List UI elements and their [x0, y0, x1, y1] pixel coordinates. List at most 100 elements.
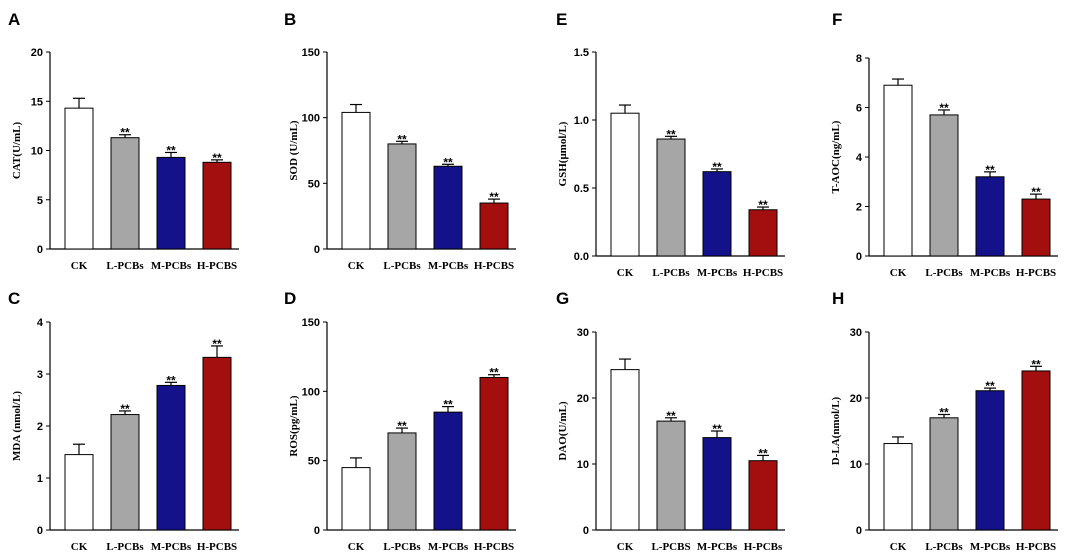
x-tick-label: L-PCBs — [106, 260, 144, 272]
x-tick-label: M-PCBs — [970, 541, 1011, 553]
significance-marker: ** — [758, 198, 768, 212]
panel-H: H 0 10 20 30 D-LA(nmol/L) CK ** L-PCBs ** M-PCBs **… — [830, 289, 1058, 553]
significance-marker: ** — [712, 422, 722, 436]
x-tick-label: L-PCBs — [106, 541, 144, 553]
y-tick-label: 50 — [308, 456, 320, 468]
y-axis-label: ROS(pg/mL) — [288, 395, 300, 456]
bar-L-PCBS — [656, 420, 686, 531]
x-tick-label: H-PCBS — [474, 541, 514, 553]
significance-marker: ** — [166, 143, 176, 157]
significance-marker: ** — [120, 402, 130, 416]
x-tick-label: H-PCBS — [197, 260, 237, 272]
x-tick-label: L-PCBs — [652, 267, 690, 279]
significance-marker: ** — [1031, 185, 1041, 199]
x-tick-label: H-PCBS — [1016, 267, 1056, 279]
significance-marker: ** — [939, 406, 949, 420]
panel-letter: H — [832, 289, 844, 308]
significance-marker: ** — [489, 190, 499, 204]
bar-M-PCBs — [433, 165, 463, 250]
y-tick-label: 30 — [850, 327, 862, 339]
y-axis-label: DAO(U/mL) — [557, 401, 569, 461]
y-tick-label: 4 — [37, 317, 44, 329]
y-axis-label: D-LA(nmol/L) — [830, 396, 842, 465]
significance-marker: ** — [1031, 357, 1041, 371]
y-tick-label: 2 — [856, 202, 862, 214]
significance-marker: ** — [443, 155, 453, 169]
x-tick-label: CK — [890, 267, 907, 279]
x-tick-label: CK — [617, 267, 634, 279]
x-tick-label: H-PCBS — [743, 267, 783, 279]
panel-letter: C — [8, 289, 20, 308]
x-tick-label: CK — [890, 541, 907, 553]
y-tick-label: 8 — [856, 53, 862, 65]
panel-G: G 0 10 20 30 DAO(U/mL) CK ** L-PCBS ** M-PCBs ** H-P… — [556, 289, 785, 553]
significance-marker: ** — [712, 160, 722, 174]
x-tick-label: CK — [348, 260, 365, 272]
y-tick-label: 6 — [856, 103, 862, 115]
x-tick-label: H-PCBS — [197, 541, 237, 553]
bar-H-PCBS — [748, 209, 778, 257]
significance-marker: ** — [120, 126, 130, 140]
y-tick-label: 5 — [37, 195, 43, 207]
x-tick-label: H-PCBs — [744, 541, 783, 553]
x-tick-label: M-PCBs — [697, 267, 738, 279]
y-tick-label: 30 — [577, 327, 589, 339]
bar-H-PCBS — [202, 356, 232, 531]
y-tick-label: 1 — [37, 473, 43, 485]
y-tick-label: 100 — [302, 113, 320, 125]
bar-L-PCBs — [929, 114, 959, 257]
panel-A: A 0 5 10 15 20 CAT(U/mL) CK ** L-PCBs ** M-PCBs ** H-… — [8, 10, 239, 272]
y-tick-label: 150 — [302, 47, 320, 59]
significance-marker: ** — [985, 379, 995, 393]
significance-marker: ** — [489, 366, 499, 380]
panel-C: C 0 1 2 3 4 MDA (nmol/L) CK ** L-PCBs ** M-PCBs ** H-… — [8, 289, 239, 553]
y-tick-label: 2 — [37, 421, 43, 433]
y-tick-label: 4 — [856, 152, 863, 164]
y-tick-label: 20 — [577, 393, 589, 405]
bar-H-PCBS — [1021, 370, 1051, 531]
y-tick-label: 0.0 — [574, 251, 589, 263]
panel-E: E 0.0 0.5 1.0 1.5 GSH(μmol/L) CK ** L-PCBs ** M-PC… — [556, 10, 785, 279]
x-tick-label: M-PCBs — [428, 541, 469, 553]
x-tick-label: H-PCBS — [474, 260, 514, 272]
bar-CK — [610, 112, 640, 257]
y-tick-label: 100 — [302, 386, 320, 398]
bar-CK — [341, 467, 371, 531]
significance-marker: ** — [985, 163, 995, 177]
x-tick-label: CK — [348, 541, 365, 553]
y-tick-label: 50 — [308, 178, 320, 190]
y-axis-label: T-AOC(ng/mL) — [830, 120, 842, 193]
bar-CK — [883, 84, 913, 257]
bar-L-PCBs — [387, 143, 417, 250]
y-tick-label: 15 — [31, 96, 43, 108]
panel-letter: G — [556, 289, 569, 308]
y-tick-label: 20 — [850, 393, 862, 405]
significance-marker: ** — [397, 132, 407, 146]
x-tick-label: L-PCBs — [383, 541, 421, 553]
bar-M-PCBs — [702, 171, 732, 257]
y-axis-label: CAT(U/mL) — [11, 122, 23, 180]
y-axis-label: MDA (nmol/L) — [11, 391, 23, 461]
bar-L-PCBs — [656, 138, 686, 257]
y-tick-label: 0 — [314, 244, 320, 256]
y-tick-label: 10 — [850, 459, 862, 471]
y-tick-label: 1.5 — [574, 47, 589, 59]
panel-letter: B — [284, 10, 296, 29]
significance-marker: ** — [758, 446, 768, 460]
y-tick-label: 10 — [577, 459, 589, 471]
y-tick-label: 0 — [856, 525, 862, 537]
y-axis-label: SOD (U/mL) — [288, 120, 300, 181]
y-tick-label: 0 — [314, 525, 320, 537]
y-tick-label: 10 — [31, 146, 43, 158]
panel-letter: D — [284, 289, 296, 308]
bar-CK — [341, 111, 371, 250]
y-tick-label: 0 — [37, 244, 43, 256]
bar-M-PCBs — [975, 390, 1005, 531]
panel-letter: E — [556, 10, 567, 29]
significance-marker: ** — [166, 373, 176, 387]
significance-marker: ** — [397, 419, 407, 433]
significance-marker: ** — [939, 101, 949, 115]
panel-F: F 0 2 4 6 8 T-AOC(ng/mL) CK ** L-PCBs ** M-PCBs ** H-… — [830, 10, 1058, 279]
x-tick-label: M-PCBs — [970, 267, 1011, 279]
y-tick-label: 3 — [37, 369, 43, 381]
